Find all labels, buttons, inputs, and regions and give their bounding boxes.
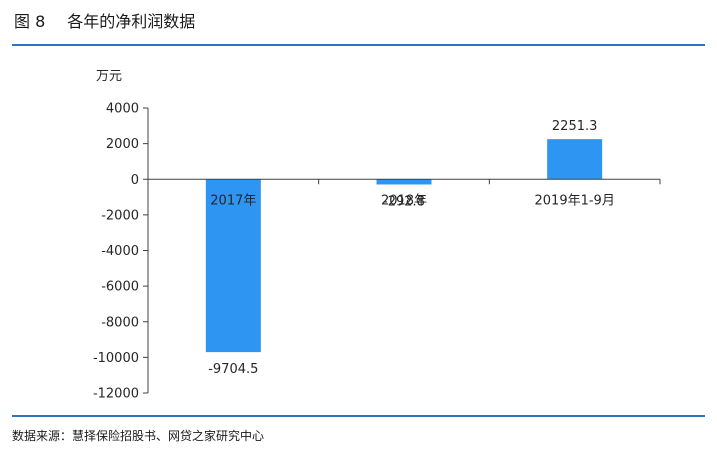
source-note: 数据来源：慧择保险招股书、网贷之家研究中心 — [12, 429, 265, 443]
figure-header: 图 8 各年的净利润数据 — [14, 8, 195, 32]
x-axis: 2017年 2018年 2019年1-9月 — [147, 178, 661, 208]
data-label: -292.8 — [383, 194, 425, 209]
x-tick-label: 2017年 — [210, 193, 256, 208]
y-axis-unit-label: 万元 — [96, 69, 122, 84]
bars: -9704.5 -292.8 2251.3 — [205, 119, 603, 377]
y-tick-label: 0 — [131, 173, 139, 188]
footer-rule — [12, 415, 705, 417]
bar — [205, 179, 261, 353]
y-tick-label: -6000 — [101, 280, 139, 295]
header-rule — [12, 44, 705, 46]
y-tick-label: -2000 — [101, 208, 139, 223]
data-label: 2251.3 — [552, 119, 598, 134]
figure-number: 图 8 — [14, 12, 46, 31]
y-tick-label: -10000 — [93, 351, 139, 366]
bar — [376, 179, 432, 185]
figure-title: 各年的净利润数据 — [67, 12, 196, 31]
bar — [547, 139, 603, 180]
y-axis: 4000 2000 0 -2000 -4000 -6000 -8000 -10000 -1200… — [93, 102, 149, 402]
y-tick-label: -8000 — [101, 315, 139, 330]
y-tick-label: 4000 — [106, 102, 139, 117]
x-tick-label: 2018年 — [381, 193, 427, 208]
y-tick-label: 2000 — [106, 137, 139, 152]
data-label: -9704.5 — [208, 362, 258, 377]
x-tick-label: 2019年1-9月 — [535, 193, 615, 208]
y-tick-label: -4000 — [101, 244, 139, 259]
y-tick-label: -12000 — [93, 387, 139, 402]
